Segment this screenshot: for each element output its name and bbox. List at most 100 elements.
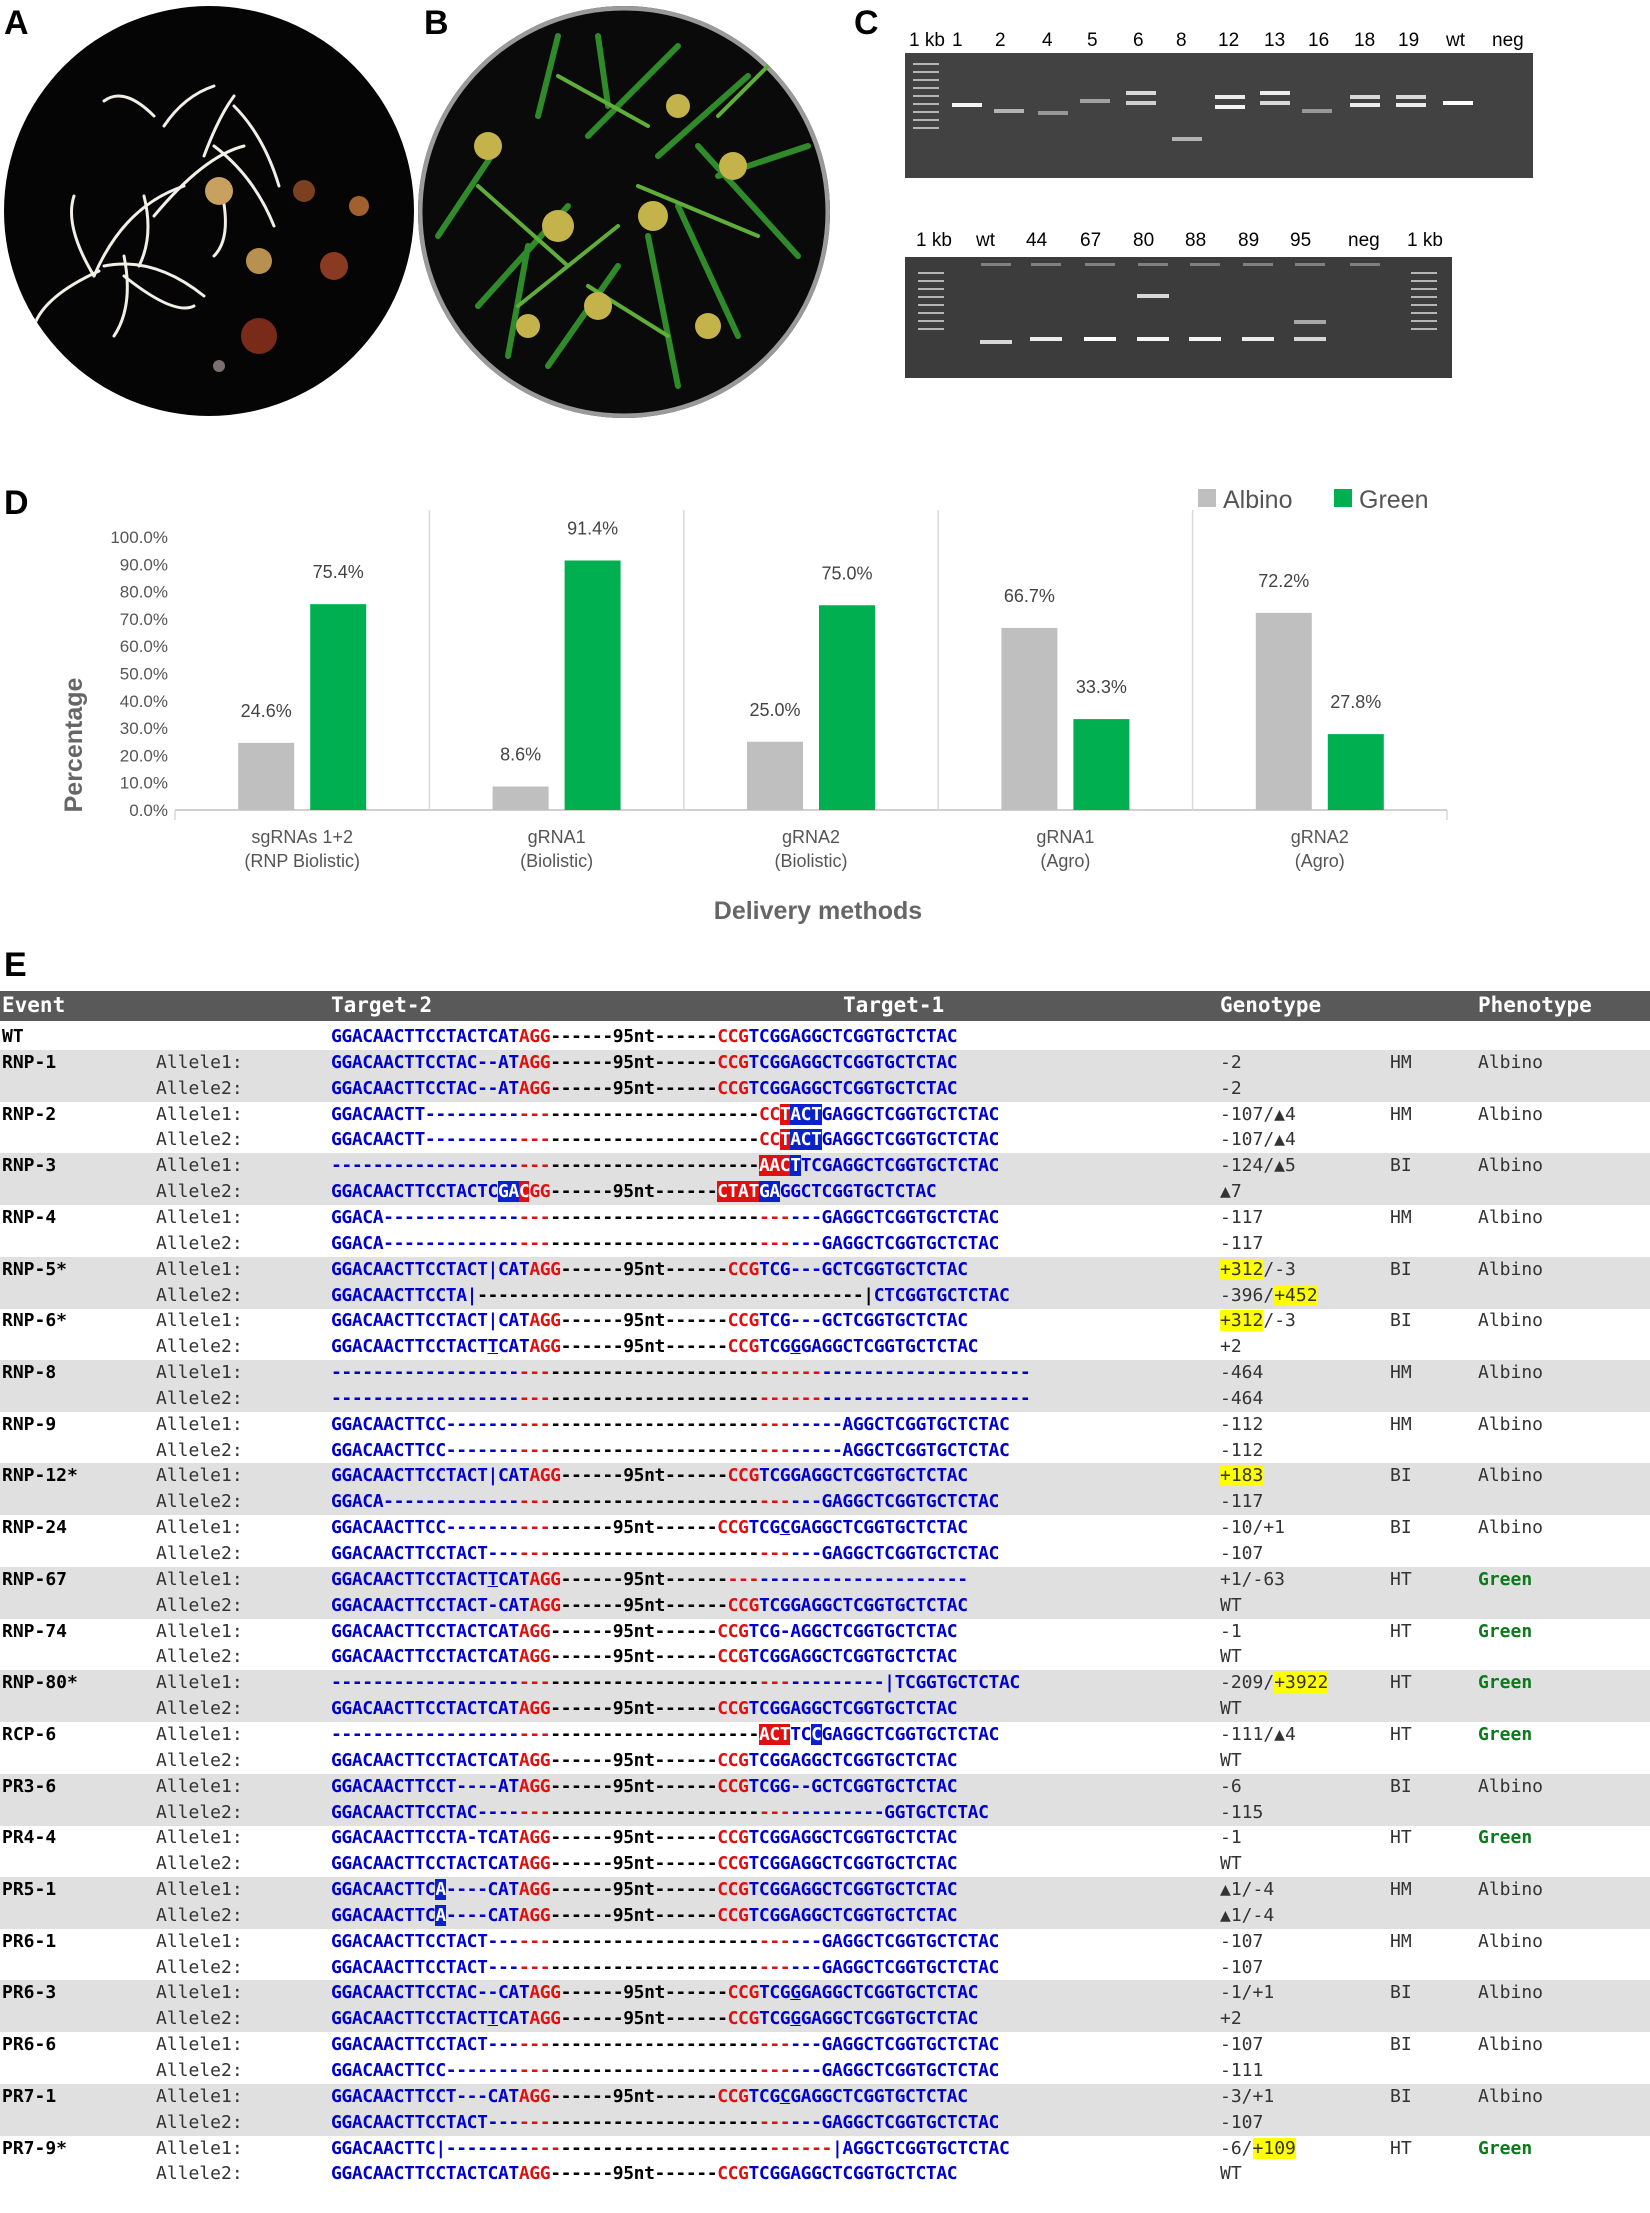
sequence-segment: -----AGGCTCGGTGCTCTAC — [790, 1439, 1010, 1461]
sequence-segment: AGG — [529, 1465, 561, 1487]
allele-cell: Allele1: — [156, 1465, 243, 1487]
event-cell: PR4-4 — [2, 1827, 57, 1849]
gel-band — [1172, 137, 1202, 141]
zygosity-cell: BI — [1390, 1310, 1412, 1332]
gel-top-lane-label: 2 — [995, 30, 1006, 51]
ladder-band — [1411, 296, 1437, 298]
sequence-segment: -------------------- — [550, 2060, 759, 2081]
bar-albino — [492, 786, 549, 810]
table-row: RNP-80* Allele1: -------------------------… — [0, 1670, 1650, 1697]
sequence-segment: -------------------- — [821, 1387, 1031, 1409]
sequence-segment: GGACA------------- — [331, 1232, 519, 1254]
genotype-cell: -464 — [1220, 1360, 1263, 1386]
sequence-cell: GGACAACTTCCTACT-------------------------… — [331, 2032, 999, 2058]
sequence-segment: ACT — [758, 1723, 791, 1745]
phenotype-cell: Green — [1478, 1620, 1533, 1642]
zygosity-cell: HM — [1390, 1930, 1412, 1952]
phenotype-cell: Albino — [1478, 1982, 1544, 2004]
event-cell: RNP-74 — [2, 1620, 68, 1642]
sequence-segment: TCGGAGGCTCGGTGCTCTAC — [748, 1026, 958, 1047]
event-cell: RNP-4 — [2, 1206, 57, 1228]
ladder-band — [913, 71, 939, 73]
table-row: Allele2: GGACAACTTCCTACTCATAGG------95nt-… — [0, 1696, 1650, 1723]
sequence-segment: GGACAACTTCCTACT--- — [331, 2034, 519, 2056]
gel-well — [1138, 263, 1168, 266]
gel-band — [1080, 99, 1110, 103]
sequence-segment: GGACAACTTCC------- — [331, 1439, 519, 1461]
sequence-segment: /-3 — [1263, 1258, 1296, 1280]
gel-top-lane-label: 1 kb — [909, 30, 945, 51]
sequence-segment: TCG-AGGCTCGGTGCTCTAC — [748, 1620, 958, 1642]
allele-cell: Allele2: — [156, 2060, 243, 2081]
allele-cell: Allele2: — [156, 1284, 243, 1306]
genotype-cell: +2 — [1220, 1334, 1242, 1360]
phenotype-cell: Albino — [1478, 1879, 1544, 1901]
sequence-segment: ------------------ — [331, 1387, 519, 1409]
table-row: RNP-24 Allele1: GGACAACTTCC---------------… — [0, 1515, 1650, 1541]
sequence-segment: --- — [758, 2060, 791, 2081]
sequence-segment: --- — [518, 2034, 551, 2056]
ladder-band — [918, 272, 944, 274]
genotype-cell: -2 — [1220, 1050, 1242, 1076]
gel-band — [1260, 91, 1290, 95]
sequence-segment: ------95nt------ — [550, 1698, 718, 1720]
gel-bottom-lane-label: 88 — [1185, 230, 1207, 251]
bar-data-label: 91.4% — [567, 518, 618, 538]
sequence-segment: ------95nt------ — [550, 1853, 718, 1875]
sequence-segment: TCGGAGGCTCGGTGCTCTAC — [758, 1465, 968, 1487]
sequence-segment: TCG---GCTCGGTGCTCTAC — [758, 1258, 968, 1280]
sequence-segment: +183 — [1220, 1465, 1264, 1487]
sequence-segment: AGG — [518, 1051, 551, 1073]
sequence-segment: CCG — [727, 1336, 760, 1358]
bar-data-label: 66.7% — [1004, 586, 1055, 606]
sequence-segment: ------95nt------ — [560, 1336, 728, 1358]
zygosity-cell: BI — [1390, 2034, 1412, 2056]
zygosity-cell: HT — [1390, 1568, 1412, 1590]
green-plate-photo — [418, 6, 830, 418]
genotype-cell: -3/+1 — [1220, 2084, 1274, 2110]
gel-bottom-lane-label: 67 — [1080, 230, 1102, 251]
sequence-cell: GGACAACTTCCTAC--CATAGG------95nt------CC… — [331, 1980, 979, 2006]
sequence-segment: +3922 — [1274, 1672, 1329, 1694]
sequence-segment: GGACAACTTCCTACT--- — [331, 2111, 519, 2133]
header-phenotype: Phenotype — [1478, 993, 1592, 1017]
gel-top-lane-label: neg — [1492, 30, 1524, 51]
phenotype-cell: Green — [1478, 1827, 1533, 1849]
sequence-segment: -107 — [1220, 1543, 1264, 1564]
sequence-segment: ---GAGGCTCGGTGCTCTAC — [790, 1491, 999, 1513]
sequence-segment: TCGGAGGCTCGGTGCTCTAC — [748, 1853, 958, 1875]
sequence-segment: ------95nt------ — [550, 2163, 718, 2185]
sequence-cell: GGACAACTTCCTACTCATAGG------95nt------CCG… — [331, 1748, 958, 1774]
sequence-segment: --- — [727, 1568, 760, 1590]
genotype-cell: -209/+3922 — [1220, 1670, 1329, 1696]
allele-cell: Allele1: — [156, 2085, 243, 2107]
sequence-segment: -------------------- — [550, 2111, 759, 2133]
sequence-segment: C — [518, 1181, 530, 1203]
sequence-segment: -------------------- — [550, 1723, 759, 1745]
sequence-segment: GGACAACTT--------- — [331, 1103, 519, 1125]
gel-band — [1038, 111, 1068, 115]
sequence-segment: +312 — [1220, 1258, 1264, 1280]
sequence-segment: GGACAACTTCCTA| — [331, 1284, 478, 1306]
table-row: Allele2: GGACAACTTCCTACTCATAGG------95nt-… — [0, 1851, 1650, 1877]
allele-cell: Allele1: — [156, 1982, 243, 2004]
sequence-segment: CCG — [727, 1258, 760, 1280]
sequence-segment: CCG — [717, 1827, 749, 1849]
sequence-segment: -------------------- — [550, 1956, 759, 1978]
sequence-segment: GGACAACTTCCTACTCAT — [331, 2163, 519, 2185]
sequence-segment: +2 — [1220, 1336, 1242, 1358]
sequence-segment: CCG — [717, 1749, 749, 1771]
sequence-segment: --- — [518, 1956, 551, 1978]
event-cell: RNP-5* — [2, 1258, 68, 1280]
gel-well — [1350, 263, 1380, 266]
genotype-cell: +1/-63 — [1220, 1567, 1285, 1593]
genotype-cell: WT — [1220, 2161, 1242, 2187]
sequence-segment: GGACAACTTCCTACT|CAT — [331, 1310, 530, 1332]
table-row: RNP-1 Allele1: GGACAACTTCCTAC--ATAGG------… — [0, 1049, 1650, 1076]
ladder-band — [913, 87, 939, 89]
sequence-cell: ----------------------------------------… — [331, 1153, 999, 1179]
sequence-segment: TCGGAGGCTCGGTGCTCTAC — [748, 1051, 958, 1073]
sequence-segment: CTCGGTGCTCTAC — [873, 1284, 1010, 1306]
event-cell: RNP-2 — [2, 1103, 57, 1125]
gel-bottom-lane-label: 44 — [1026, 230, 1048, 251]
